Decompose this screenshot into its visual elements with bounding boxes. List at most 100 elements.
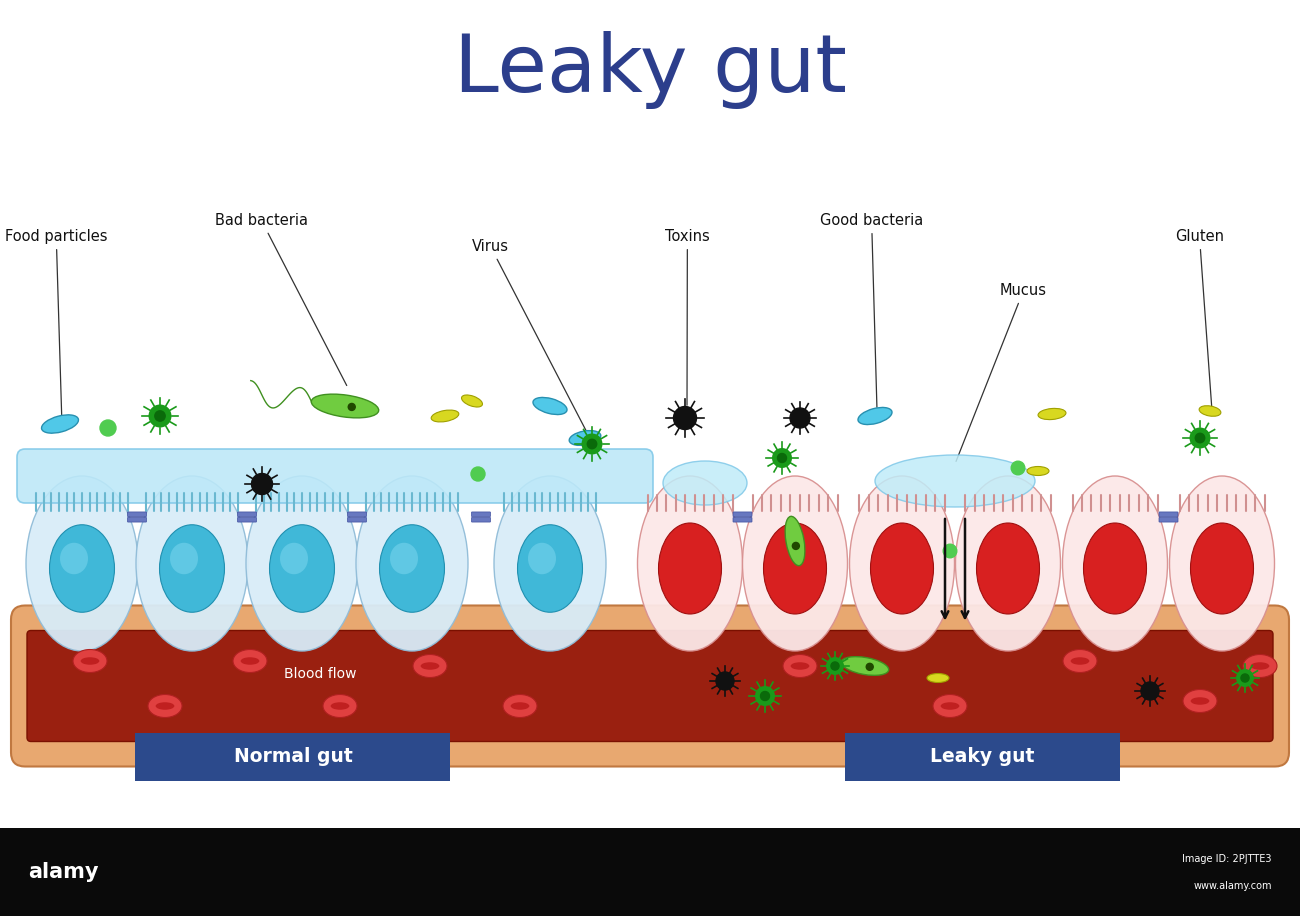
- Ellipse shape: [1243, 655, 1277, 678]
- Circle shape: [148, 405, 172, 428]
- Ellipse shape: [1170, 476, 1274, 651]
- FancyBboxPatch shape: [135, 733, 450, 781]
- Circle shape: [1236, 669, 1254, 687]
- Ellipse shape: [136, 476, 248, 651]
- Ellipse shape: [875, 455, 1035, 507]
- Ellipse shape: [956, 476, 1061, 651]
- Ellipse shape: [413, 655, 447, 678]
- Ellipse shape: [1183, 690, 1217, 713]
- Circle shape: [251, 474, 273, 495]
- Text: Bad bacteria: Bad bacteria: [214, 213, 347, 386]
- Text: alamy: alamy: [29, 862, 99, 882]
- Ellipse shape: [1037, 409, 1066, 420]
- Ellipse shape: [663, 461, 747, 505]
- Text: Virus: Virus: [472, 239, 592, 442]
- Circle shape: [588, 440, 597, 449]
- Text: Mucus: Mucus: [956, 283, 1046, 462]
- Ellipse shape: [380, 525, 445, 612]
- Circle shape: [777, 453, 786, 463]
- Text: Blood flow: Blood flow: [283, 667, 356, 681]
- Ellipse shape: [148, 694, 182, 717]
- Ellipse shape: [763, 523, 827, 614]
- Text: Leaky gut: Leaky gut: [931, 747, 1035, 767]
- Ellipse shape: [503, 694, 537, 717]
- Ellipse shape: [462, 395, 482, 407]
- FancyBboxPatch shape: [472, 518, 490, 522]
- Circle shape: [755, 686, 775, 706]
- Ellipse shape: [742, 476, 848, 651]
- Circle shape: [772, 448, 792, 468]
- FancyBboxPatch shape: [1160, 518, 1178, 522]
- Ellipse shape: [42, 415, 78, 433]
- Circle shape: [866, 663, 874, 671]
- Ellipse shape: [533, 398, 567, 415]
- Ellipse shape: [170, 543, 198, 574]
- FancyBboxPatch shape: [347, 512, 367, 517]
- Ellipse shape: [494, 476, 606, 651]
- Ellipse shape: [73, 649, 107, 672]
- Ellipse shape: [528, 543, 556, 574]
- FancyBboxPatch shape: [127, 518, 147, 522]
- Circle shape: [348, 403, 355, 410]
- Ellipse shape: [569, 431, 601, 445]
- Circle shape: [1011, 461, 1024, 474]
- Ellipse shape: [49, 525, 114, 612]
- Text: www.alamy.com: www.alamy.com: [1193, 881, 1271, 891]
- Ellipse shape: [322, 694, 358, 717]
- Ellipse shape: [432, 410, 459, 422]
- Ellipse shape: [280, 543, 308, 574]
- Ellipse shape: [81, 658, 99, 665]
- Ellipse shape: [783, 655, 816, 678]
- Ellipse shape: [849, 476, 954, 651]
- Ellipse shape: [1191, 523, 1253, 614]
- Ellipse shape: [927, 673, 949, 682]
- Circle shape: [581, 433, 602, 454]
- Circle shape: [471, 467, 485, 481]
- Circle shape: [155, 410, 165, 421]
- FancyBboxPatch shape: [733, 512, 751, 517]
- Ellipse shape: [160, 525, 225, 612]
- FancyBboxPatch shape: [17, 449, 653, 503]
- FancyBboxPatch shape: [238, 512, 256, 517]
- Ellipse shape: [60, 543, 88, 574]
- Ellipse shape: [26, 476, 138, 651]
- Circle shape: [1242, 674, 1249, 682]
- Ellipse shape: [933, 694, 967, 717]
- Ellipse shape: [240, 658, 260, 665]
- FancyBboxPatch shape: [845, 733, 1121, 781]
- Ellipse shape: [233, 649, 266, 672]
- Text: Good bacteria: Good bacteria: [820, 213, 923, 408]
- Ellipse shape: [1027, 466, 1049, 475]
- Ellipse shape: [511, 703, 529, 710]
- Ellipse shape: [858, 408, 892, 424]
- Text: Food particles: Food particles: [5, 229, 108, 423]
- Ellipse shape: [246, 476, 358, 651]
- Circle shape: [1195, 433, 1205, 442]
- Ellipse shape: [1191, 697, 1209, 704]
- Ellipse shape: [1251, 662, 1269, 670]
- FancyBboxPatch shape: [347, 518, 367, 522]
- Circle shape: [1190, 428, 1210, 449]
- Circle shape: [1141, 682, 1160, 700]
- FancyBboxPatch shape: [27, 630, 1273, 741]
- Text: Image ID: 2PJTTE3: Image ID: 2PJTTE3: [1183, 854, 1271, 864]
- Circle shape: [716, 672, 734, 690]
- Circle shape: [790, 408, 810, 428]
- Circle shape: [831, 662, 838, 670]
- Ellipse shape: [1062, 476, 1167, 651]
- Ellipse shape: [156, 703, 174, 710]
- Ellipse shape: [841, 657, 889, 675]
- Ellipse shape: [421, 662, 439, 670]
- FancyBboxPatch shape: [238, 518, 256, 522]
- FancyBboxPatch shape: [127, 512, 147, 517]
- Ellipse shape: [1199, 406, 1221, 416]
- Ellipse shape: [1071, 658, 1089, 665]
- FancyBboxPatch shape: [733, 518, 751, 522]
- Circle shape: [944, 544, 957, 558]
- Ellipse shape: [269, 525, 334, 612]
- Circle shape: [673, 407, 697, 430]
- Ellipse shape: [790, 662, 810, 670]
- Circle shape: [826, 657, 844, 675]
- Text: Leaky gut: Leaky gut: [454, 31, 846, 109]
- FancyBboxPatch shape: [10, 605, 1290, 767]
